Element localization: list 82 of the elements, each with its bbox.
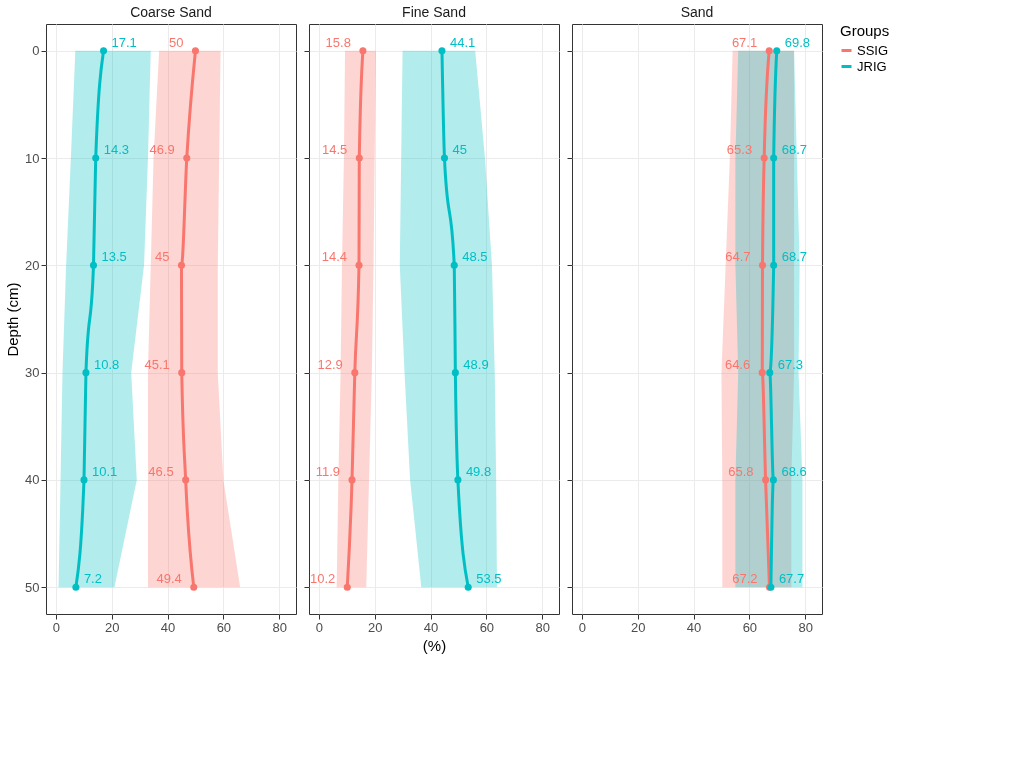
data-label: 11.9	[315, 463, 341, 479]
data-label: 14.4	[321, 249, 347, 265]
x-tick-label: 60	[216, 619, 232, 635]
data-label: 46.9	[149, 142, 175, 158]
point	[464, 583, 472, 591]
point	[348, 476, 356, 484]
x-axis-title: (%)	[422, 636, 447, 654]
data-label: 45	[155, 249, 170, 265]
data-label: 48.9	[463, 356, 489, 372]
data-label: 49.4	[156, 571, 182, 587]
x-tick-label: 20	[630, 619, 646, 635]
data-label: 50	[168, 34, 184, 50]
point	[438, 47, 446, 55]
data-label: 13.5	[101, 249, 127, 265]
x-tick-label: 80	[535, 619, 550, 635]
data-label: 7.2	[83, 571, 102, 587]
point	[440, 154, 449, 162]
legend-title: Groups	[840, 22, 890, 39]
point	[758, 369, 766, 377]
x-tick-label: 40	[423, 619, 439, 635]
point	[770, 261, 778, 269]
point	[758, 261, 767, 269]
data-label: 67.7	[778, 571, 805, 587]
point	[769, 476, 777, 484]
y-tick-label: 30	[25, 365, 40, 381]
data-label: 17.1	[111, 34, 137, 50]
x-tick-label: 40	[686, 619, 702, 635]
data-label: 10.8	[93, 356, 120, 372]
x-tick-label: 80	[272, 619, 287, 635]
point	[359, 47, 367, 55]
data-label: 14.3	[103, 142, 130, 158]
data-label: 15.8	[325, 34, 351, 50]
data-label: 46.5	[148, 463, 174, 479]
data-label: 49.8	[465, 463, 492, 479]
x-tick-label: 20	[104, 619, 120, 635]
point	[762, 476, 770, 484]
chart-title: Coarse Sand	[130, 4, 212, 20]
y-tick-label: 50	[25, 579, 40, 595]
chart-title: Fine Sand	[402, 4, 466, 20]
data-label: 53.5	[476, 571, 502, 587]
data-label: 10.2	[309, 571, 336, 587]
x-tick-label: 80	[798, 619, 813, 635]
point	[351, 369, 359, 377]
point	[454, 476, 462, 484]
x-tick-label: 20	[367, 619, 383, 635]
data-label: 67.3	[777, 356, 804, 372]
data-label: 45.1	[144, 356, 170, 372]
data-label: 12.9	[317, 356, 343, 372]
point	[343, 583, 351, 591]
data-label: 68.7	[781, 249, 807, 265]
point	[355, 261, 363, 269]
data-label: 14.5	[321, 142, 348, 158]
x-tick-label: 60	[742, 619, 758, 635]
data-label: 68.6	[781, 463, 807, 479]
y-tick-label: 10	[25, 150, 40, 166]
point	[355, 154, 363, 162]
point	[766, 369, 774, 377]
x-tick-label: 60	[479, 619, 495, 635]
point	[770, 154, 778, 162]
data-label: 48.5	[462, 249, 488, 265]
point	[773, 47, 781, 55]
point	[450, 261, 458, 269]
point	[760, 154, 768, 162]
legend-label: JRIG	[857, 58, 887, 74]
data-label: 68.7	[781, 142, 807, 158]
data-label: 67.1	[731, 34, 758, 50]
data-label: 10.1	[91, 463, 118, 479]
data-label: 45	[452, 142, 467, 158]
point	[451, 369, 459, 377]
y-axis-title: Depth (cm)	[4, 282, 22, 357]
data-label: 69.8	[784, 34, 811, 50]
data-label: 44.1	[449, 34, 476, 50]
legend-label: SSIG	[857, 42, 889, 58]
y-tick-label: 20	[25, 257, 40, 273]
x-tick-label: 0	[578, 619, 586, 635]
y-tick-label: 0	[32, 43, 40, 59]
y-tick-label: 40	[25, 472, 40, 488]
x-tick-label: 0	[52, 619, 60, 635]
point	[765, 47, 773, 55]
x-tick-label: 0	[315, 619, 323, 635]
chart-title: Sand	[680, 4, 714, 20]
x-tick-label: 40	[160, 619, 176, 635]
